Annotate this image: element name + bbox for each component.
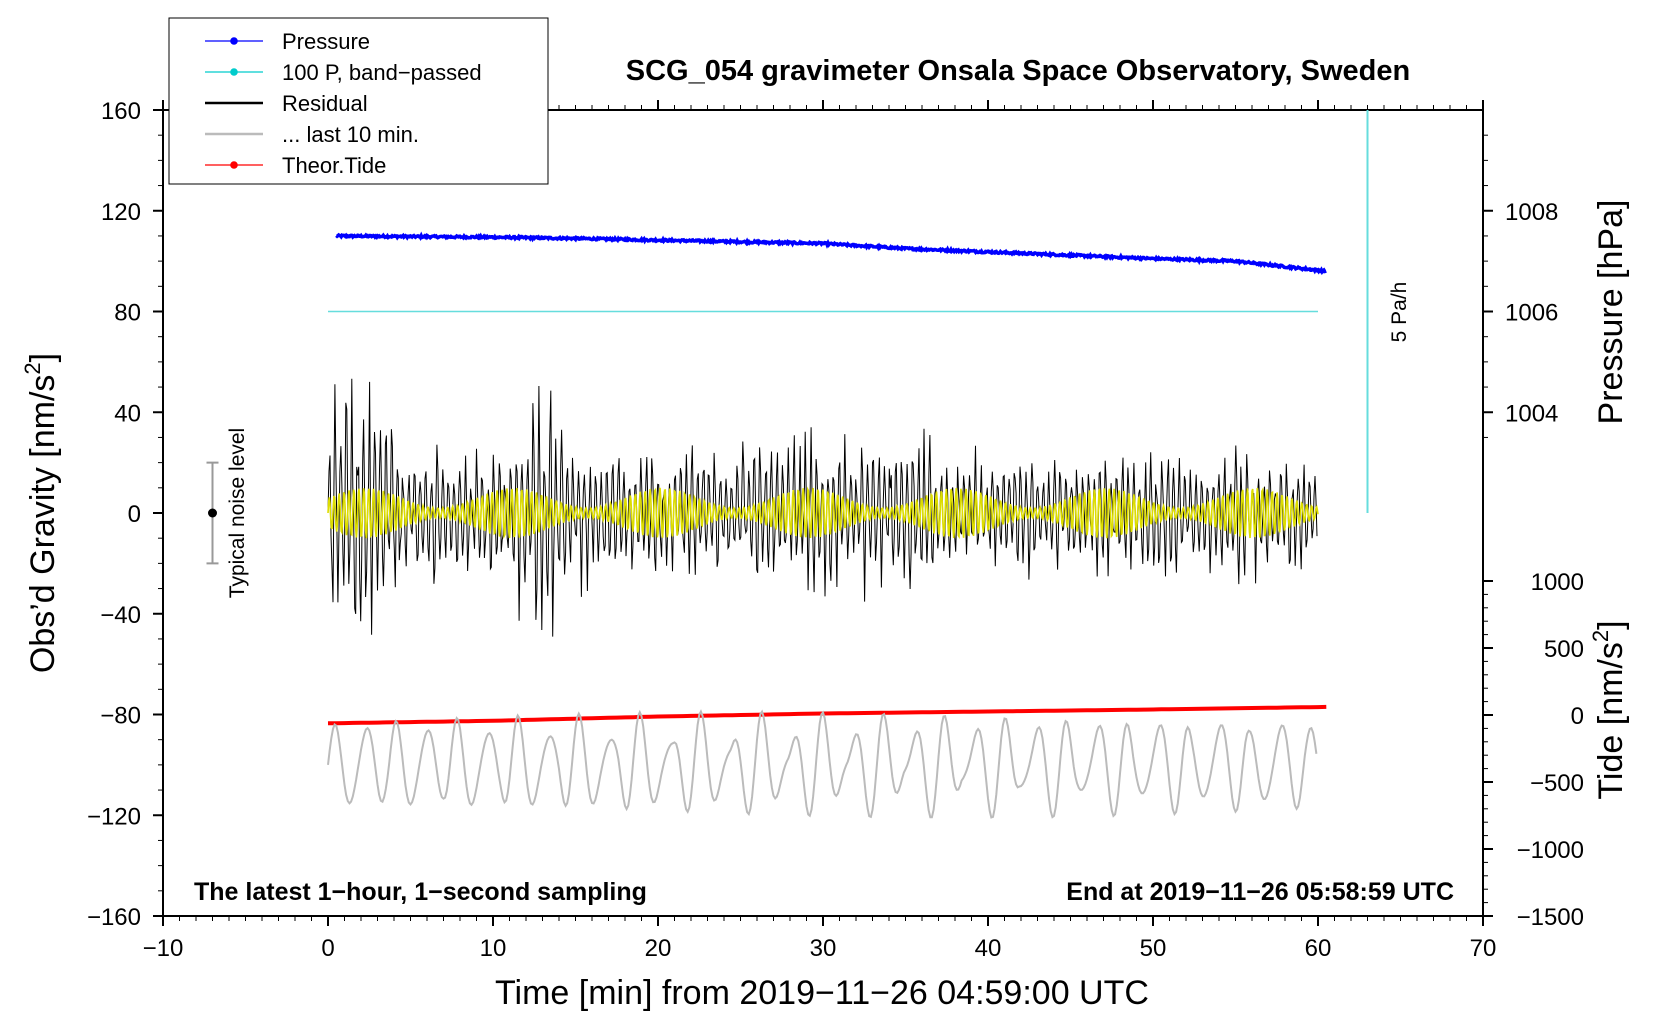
y-axis-label-main: Obs’d Gravity [nm/s [24,375,62,674]
y-tick-label: −120 [87,803,141,830]
legend-box [168,17,549,185]
pressure-rate-label: 5 Pa/h [1388,282,1411,343]
legend-label: ... last 10 min. [282,122,419,147]
legend: Pressure 100 P, band−passed Residual ... la… [168,17,549,185]
x-tick-label: −10 [143,935,184,962]
x-tick-label: 0 [321,935,334,962]
pressure-tick-label: 1006 [1505,300,1558,327]
chart-title: SCG_054 gravimeter Onsala Space Observat… [626,55,1410,87]
annotation-sampling: The latest 1−hour, 1−second sampling [194,878,647,906]
x-axis-label: Time [min] from 2019−11−26 04:59:00 UTC [495,974,1149,1012]
pressure-axis-label: Pressure [hPa] [1592,200,1630,425]
x-tick-label: 10 [480,935,507,962]
legend-items: Pressure 100 P, band−passed Residual ... la… [205,29,482,178]
legend-swatch-dot [230,37,238,45]
legend-label: Residual [282,91,368,116]
noise-level-marker [206,461,219,565]
y-tick-label: 80 [114,300,141,327]
annotation-end-time: End at 2019−11−26 05:58:59 UTC [1066,878,1454,906]
tide-tick-label: −500 [1530,770,1584,797]
x-tick-label: 20 [645,935,672,962]
x-tick-label: 40 [975,935,1002,962]
y-axis-label-end: ] [24,353,62,362]
theoretical-tide-line [327,704,1327,726]
y-tick-label: 160 [101,98,141,125]
pressure-tick-label: 1004 [1505,400,1558,427]
noise-level-dot [208,508,217,518]
x-tick-label: 50 [1140,935,1167,962]
tide-tick-label: −1500 [1517,904,1584,931]
tide-tick-label: 500 [1544,636,1584,663]
noise-level-label: Typical noise level [226,428,249,598]
tide-tick-label: 1000 [1531,569,1584,596]
x-tick-label: 60 [1305,935,1332,962]
legend-label: Theor.Tide [282,153,386,178]
legend-label: 100 P, band−passed [282,60,482,85]
y-tick-label: 40 [114,400,141,427]
pressure-line [335,231,1327,276]
tide-tick-label: 0 [1571,703,1584,730]
tide-axis-label: Tide [nm/s2] [1588,620,1630,799]
y-tick-label: −80 [100,703,141,730]
legend-label: Pressure [282,29,370,54]
y-axis-label-sup: 2 [20,362,45,374]
x-tick-label: 70 [1470,935,1497,962]
axis-ticks: −10 0 10 20 30 40 50 60 70 −160 −120 −80 −40 0 40 80 120… [87,98,1584,962]
y-axis-label: Obs’d Gravity [nm/s2] [20,353,62,673]
legend-swatch-dot [230,68,238,76]
last-10-min-line [327,709,1318,819]
tide-axis-label-end: ] [1592,620,1630,629]
pressure-tick-label: 1008 [1505,199,1558,226]
y-tick-label: −160 [87,904,141,931]
tide-tick-label: −1000 [1517,837,1584,864]
data-series [327,231,1327,819]
y-tick-label: 120 [101,199,141,226]
legend-swatch-dot [230,161,238,169]
band-passed-residual-line [327,486,1319,540]
tide-axis-label-sup: 2 [1588,630,1613,642]
tide-axis-label-main: Tide [nm/s [1592,642,1630,799]
y-tick-label: 0 [128,501,141,528]
x-tick-label: 30 [810,935,837,962]
y-tick-label: −40 [100,602,141,629]
